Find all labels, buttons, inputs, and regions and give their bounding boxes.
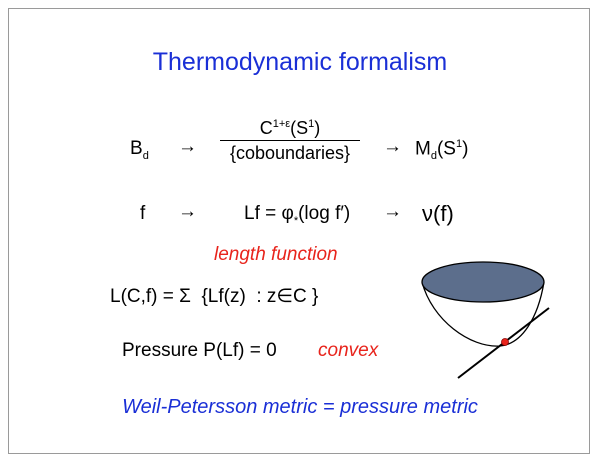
- superscript: 1: [308, 118, 315, 130]
- denominator: {coboundaries}: [229, 143, 351, 163]
- symbol: Lf = φ: [244, 203, 294, 224]
- math-term: ν(f): [422, 201, 454, 226]
- arrow: →: [178, 136, 197, 157]
- math-term: Lf = φ*(log f′): [244, 203, 350, 227]
- numerator: C1+ε(S1): [220, 118, 360, 141]
- fraction: C1+ε(S1) {coboundaries}: [210, 118, 370, 164]
- superscript: 1: [455, 138, 463, 150]
- symbol: (log f′): [298, 203, 351, 224]
- symbol: ): [314, 118, 321, 138]
- symbol: ): [462, 138, 469, 160]
- annotation: length function: [214, 244, 338, 265]
- math-term: Md(S1): [415, 138, 468, 162]
- symbol: C: [259, 118, 273, 138]
- formula: Pressure P(Lf) = 0: [122, 340, 277, 361]
- paraboloid-top: [421, 261, 545, 303]
- symbol: B: [130, 138, 143, 159]
- math-term: Bd: [130, 138, 149, 162]
- math-term: f: [140, 203, 146, 224]
- slide-frame: [8, 8, 590, 454]
- subscript: *: [293, 214, 299, 227]
- arrow: →: [178, 201, 197, 222]
- subscript: d: [430, 150, 437, 163]
- footer: Weil-Petersson metric = pressure metric: [122, 396, 478, 418]
- symbol: (S: [436, 138, 456, 160]
- annotation: convex: [318, 340, 379, 361]
- symbol: (S: [290, 118, 309, 138]
- arrow: →: [383, 136, 402, 157]
- symbol: M: [415, 138, 431, 160]
- tangent-point: [501, 338, 509, 346]
- arrow: →: [383, 201, 402, 222]
- subscript: d: [142, 149, 149, 162]
- title: Thermodynamic formalism: [152, 48, 448, 76]
- formula: L(C,f) = Σ {Lf(z) : z∈C }: [110, 286, 319, 307]
- superscript: 1+ε: [272, 118, 291, 130]
